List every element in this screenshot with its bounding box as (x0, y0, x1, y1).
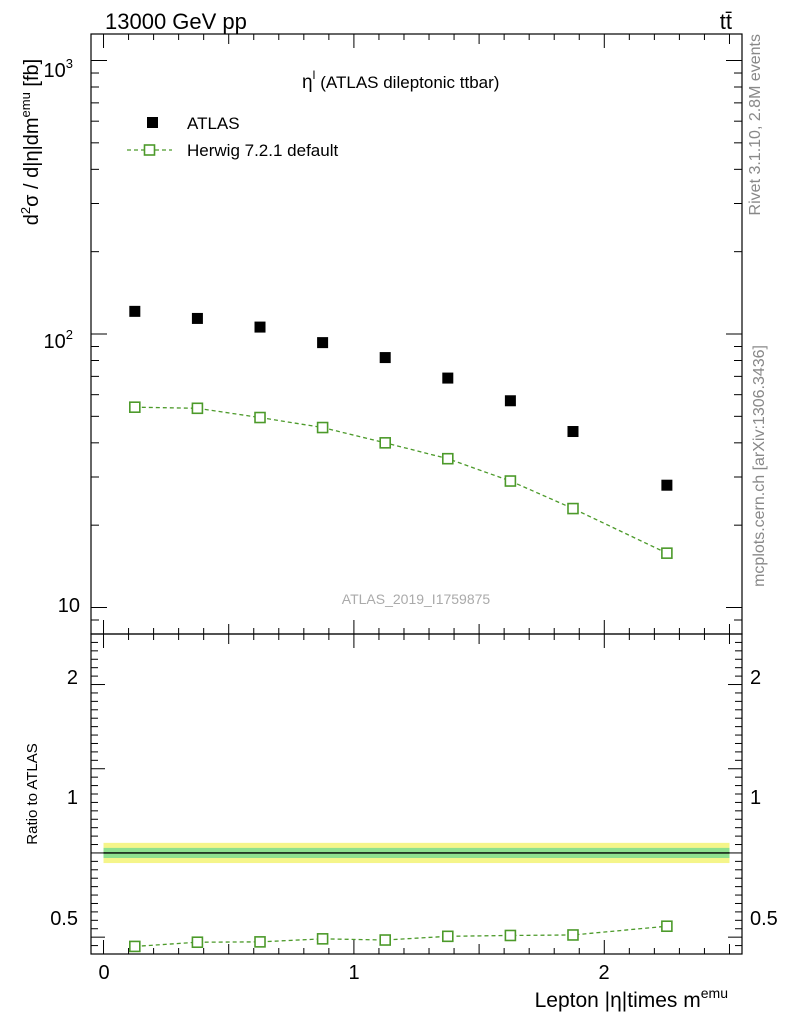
herwig-ratio-point (316, 933, 329, 945)
herwig-ratio-point (254, 936, 266, 948)
herwig-ratio-point (567, 929, 579, 941)
herwig-ratio-point (191, 936, 204, 949)
herwig-main-point (316, 421, 329, 434)
herwig-main-point (379, 437, 392, 449)
herwig-ratio-point (129, 940, 141, 953)
xtick-label-2: 2 (598, 962, 609, 984)
rivet-version-text: Rivet 3.1.10, 2.8M events (747, 34, 764, 215)
main-ytick-label-1000: 103 (44, 56, 73, 82)
atlas-data-point (661, 479, 673, 491)
herwig-ratio-point (504, 929, 517, 942)
atlas-data-point (504, 395, 516, 407)
herwig-main-point (129, 401, 141, 413)
herwig-ratio-point (441, 930, 454, 943)
main-plot-title: ηl (ATLAS dileptonic ttbar) (302, 68, 499, 93)
atlas-data-point (191, 312, 203, 324)
xtick-label-1: 1 (348, 962, 359, 984)
herwig-ratio-point (661, 920, 673, 933)
atlas-data-point (442, 372, 454, 384)
atlas-data-point (379, 352, 391, 364)
xtick-label-0: 0 (98, 962, 109, 984)
energy-label: 13000 GeV pp (105, 9, 247, 34)
ylabel-sup-2: 2 (18, 207, 33, 214)
main-y-axis-label: d2σ / d|η|dmemu [fb] (18, 59, 43, 225)
ratio-ytick-label-right-0-5: 0.5 (750, 908, 778, 930)
ylabel-part-d: d (21, 214, 43, 225)
herwig-main-point (504, 475, 517, 487)
legend-herwig-label: Herwig 7.2.1 default (187, 141, 338, 160)
atlas-data-point (567, 426, 579, 438)
ratio-ytick-label-right-1: 1 (750, 787, 761, 809)
herwig-main-line (134, 406, 668, 554)
legend-atlas-label: ATLAS (187, 114, 240, 133)
mcplots-reference-text: mcplots.cern.ch [arXiv:1306.3436] (751, 345, 768, 587)
atlas-data-point (129, 305, 141, 317)
ylabel-part-sigma: σ / d|η|dm (21, 117, 43, 206)
ratio-panel-frame (90, 633, 743, 955)
ratio-ytick-label-right-2: 2 (750, 667, 761, 689)
atlas-data-point (254, 321, 266, 333)
title-superscript: l (313, 68, 316, 82)
ylabel-sup-emu: emu (18, 92, 33, 117)
ratio-ytick-label-2: 2 (67, 667, 78, 689)
ratio-y-axis-label: Ratio to ATLAS (24, 743, 41, 844)
ylabel-part-unit: [fb] (21, 59, 43, 92)
ratio-ytick-label-1: 1 (67, 787, 78, 809)
herwig-main-point (191, 402, 204, 415)
title-text: (ATLAS dileptonic ttbar) (320, 73, 499, 92)
atlas-data-point (317, 337, 329, 349)
title-eta-symbol: η (302, 72, 313, 93)
legend: ATLAS Herwig 7.2.1 default (127, 114, 338, 160)
herwig-main-point (254, 411, 266, 424)
herwig-ratio-line (134, 925, 667, 948)
x-axis-label: Lepton |η|times memu (535, 985, 728, 1012)
main-ytick-label-100: 102 (44, 327, 73, 353)
herwig-main-point (441, 452, 454, 465)
herwig-ratio-point (379, 934, 392, 946)
process-label: tt̄ (720, 9, 732, 34)
herwig-main-point (567, 502, 579, 515)
main-ytick-label-10: 10 (58, 595, 80, 617)
herwig-main-point (661, 547, 673, 559)
analysis-watermark: ATLAS_2019_I1759875 (342, 591, 491, 607)
ratio-ytick-label-0-5: 0.5 (50, 908, 78, 930)
legend-herwig-marker (143, 144, 156, 156)
legend-atlas-marker (147, 117, 158, 128)
